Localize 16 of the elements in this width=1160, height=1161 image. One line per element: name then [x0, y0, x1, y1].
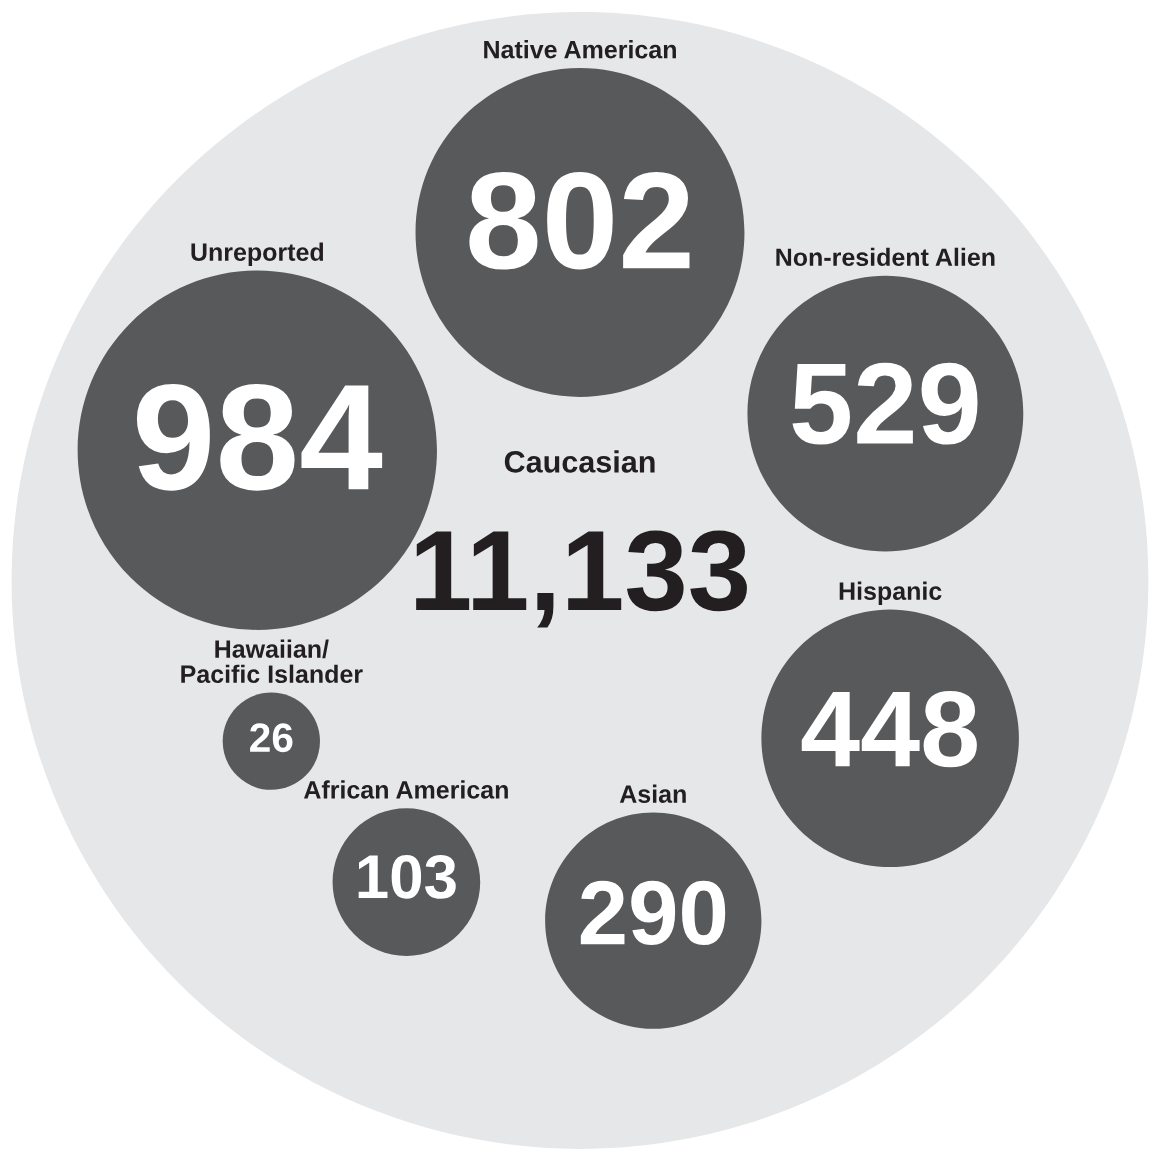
data-label: 11,133 — [416, 530, 747, 628]
data-label: 802 — [469, 171, 690, 270]
data-label: 984 — [136, 384, 383, 491]
data-label: 290 — [580, 880, 726, 946]
data-label: 103 — [358, 854, 456, 899]
data-label: 529 — [792, 362, 978, 445]
category-label: Native American — [484, 40, 676, 59]
data-label: 26 — [250, 723, 293, 753]
category-label: Hispanic — [839, 581, 942, 605]
data-label: 448 — [801, 690, 977, 768]
category-label: Non-resident Alien — [776, 247, 995, 267]
category-label: Caucasian — [504, 450, 655, 473]
category-label: African American — [303, 780, 508, 799]
category-label: Unreported — [191, 242, 324, 266]
category-label: Hawaiian/ Pacific Islander — [181, 639, 363, 684]
category-label: Asian — [619, 784, 686, 803]
